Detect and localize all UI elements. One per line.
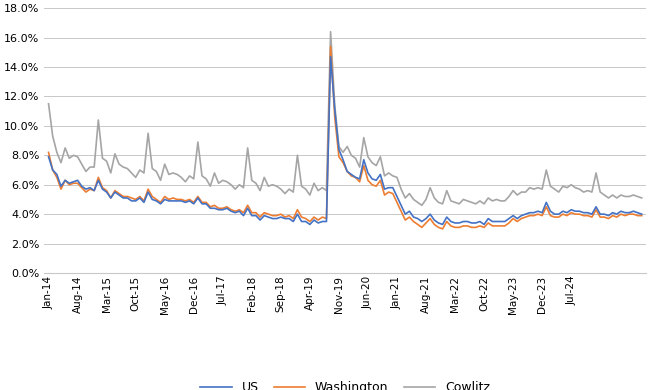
US <box>45 154 53 159</box>
US <box>638 212 645 216</box>
Washington <box>327 44 335 49</box>
US <box>538 210 546 215</box>
Cowlitz <box>227 183 235 187</box>
Cowlitz <box>638 196 645 200</box>
Cowlitz <box>86 165 94 169</box>
Cowlitz <box>132 175 140 180</box>
US <box>530 210 538 215</box>
US <box>327 54 335 59</box>
Washington <box>476 223 484 228</box>
Cowlitz <box>476 199 484 203</box>
Line: US: US <box>49 57 642 225</box>
Washington <box>132 197 140 202</box>
Washington <box>227 207 235 212</box>
US <box>306 222 314 227</box>
US <box>132 199 140 203</box>
Washington <box>538 213 546 218</box>
Washington <box>439 227 447 231</box>
Line: Cowlitz: Cowlitz <box>49 32 642 205</box>
Legend: US, Washington, Cowlitz: US, Washington, Cowlitz <box>196 376 495 390</box>
Cowlitz <box>418 203 426 207</box>
Washington <box>638 213 645 218</box>
Line: Washington: Washington <box>49 46 642 229</box>
Washington <box>45 150 53 155</box>
US <box>227 209 235 214</box>
Washington <box>86 187 94 191</box>
Cowlitz <box>538 187 546 191</box>
US <box>476 219 484 224</box>
Cowlitz <box>530 187 538 191</box>
Cowlitz <box>45 101 53 106</box>
Washington <box>530 213 538 218</box>
US <box>86 185 94 190</box>
Cowlitz <box>327 29 335 34</box>
